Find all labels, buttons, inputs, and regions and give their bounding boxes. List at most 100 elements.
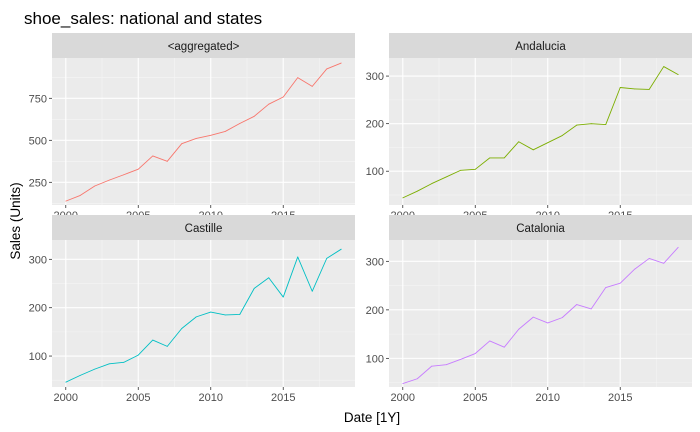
y-tick-label: 300 <box>366 256 384 268</box>
data-point <box>431 183 433 184</box>
facet-strip <box>52 215 355 240</box>
panel-background <box>52 240 355 387</box>
facet-strip-label: <aggregated> <box>168 41 240 53</box>
data-point <box>547 142 549 144</box>
data-point <box>663 262 665 264</box>
data-point <box>297 77 299 79</box>
data-point <box>532 316 534 318</box>
data-point <box>210 311 212 313</box>
y-tick-label: 500 <box>29 135 47 147</box>
y-tick-label: 250 <box>29 177 47 189</box>
data-point <box>474 353 476 354</box>
y-tick-label: 100 <box>366 166 384 178</box>
data-point <box>445 364 447 366</box>
x-tick-label: 2000 <box>54 392 78 404</box>
data-point <box>94 185 96 187</box>
data-point <box>605 287 607 288</box>
data-point <box>311 290 313 292</box>
panel-background <box>389 240 692 387</box>
series-line-aggregated <box>65 62 342 202</box>
data-point <box>460 169 462 171</box>
data-point <box>561 317 563 319</box>
data-point <box>282 296 284 298</box>
x-tick-label: 2005 <box>463 392 487 404</box>
panel-background <box>389 58 692 205</box>
chart-title: shoe_sales: national and states <box>24 9 262 28</box>
data-point <box>65 381 67 383</box>
data-point <box>532 149 534 151</box>
data-point <box>224 131 226 132</box>
data-point <box>210 134 212 136</box>
data-point <box>576 124 578 126</box>
data-point <box>224 314 226 316</box>
data-point <box>489 340 491 342</box>
data-point <box>268 103 270 105</box>
data-point <box>326 257 328 259</box>
data-point <box>297 256 299 258</box>
panel-andalucia: Andalucia1002003002000200520102015 <box>366 33 692 222</box>
data-point <box>253 115 255 117</box>
data-point <box>503 346 505 348</box>
data-point <box>605 124 607 126</box>
facet-strip <box>389 215 692 240</box>
data-point <box>152 155 154 157</box>
data-point <box>166 160 168 162</box>
data-point <box>253 287 255 289</box>
data-point <box>108 179 110 181</box>
data-point <box>489 157 491 159</box>
x-tick-label: 2010 <box>536 392 560 404</box>
data-point <box>340 248 342 250</box>
data-point <box>648 258 650 259</box>
data-point <box>590 308 592 310</box>
series-line-catalonia <box>402 246 679 385</box>
y-tick-label: 750 <box>29 93 47 105</box>
data-point <box>547 322 549 324</box>
data-point <box>663 66 665 67</box>
data-point <box>402 383 404 385</box>
facet-strip-label: Castille <box>185 223 223 235</box>
data-point <box>268 277 270 279</box>
data-point <box>561 135 563 136</box>
facet-strip <box>389 33 692 58</box>
data-point <box>460 358 462 360</box>
data-point <box>634 268 636 270</box>
data-point <box>181 328 183 329</box>
data-point <box>648 88 650 90</box>
data-point <box>239 123 241 124</box>
data-point <box>123 361 125 363</box>
data-point <box>445 176 447 178</box>
facet-strip-label: Catalonia <box>516 223 565 235</box>
y-tick-label: 100 <box>29 351 47 363</box>
series-line-andalucia <box>402 66 679 199</box>
data-point <box>576 304 578 305</box>
x-tick-label: 2010 <box>199 392 223 404</box>
series-line-castille <box>65 248 342 383</box>
facet-strip-label: Andalucia <box>515 41 566 53</box>
x-axis-title: Date [1Y] <box>344 410 400 425</box>
y-tick-label: 200 <box>366 305 384 317</box>
data-point <box>518 141 520 143</box>
data-point <box>195 138 197 139</box>
data-point <box>311 85 313 87</box>
data-point <box>503 157 505 159</box>
panel-castille: Castille 100 200 300 2000 2005 2010 2015 <box>29 215 355 404</box>
data-point <box>416 378 418 380</box>
y-tick-label: 300 <box>366 71 384 83</box>
data-point <box>326 68 328 70</box>
data-point <box>108 363 110 365</box>
data-point <box>137 354 139 356</box>
y-tick-label: 300 <box>29 254 47 266</box>
data-point <box>94 368 96 370</box>
data-point <box>181 143 183 145</box>
x-tick-label: 2015 <box>608 392 632 404</box>
facet-panels: <aggregated> 250 500 750 2000 2005 2010 2015 And… <box>29 33 692 404</box>
y-tick-label: 200 <box>366 119 384 131</box>
x-tick-label: 2015 <box>271 392 295 404</box>
data-point <box>79 195 81 196</box>
facet-strip <box>52 33 355 58</box>
y-tick-label: 100 <box>366 353 384 365</box>
data-point <box>416 190 418 192</box>
y-tick-label: 200 <box>29 303 47 315</box>
panel-background <box>52 58 355 205</box>
data-point <box>402 197 404 199</box>
